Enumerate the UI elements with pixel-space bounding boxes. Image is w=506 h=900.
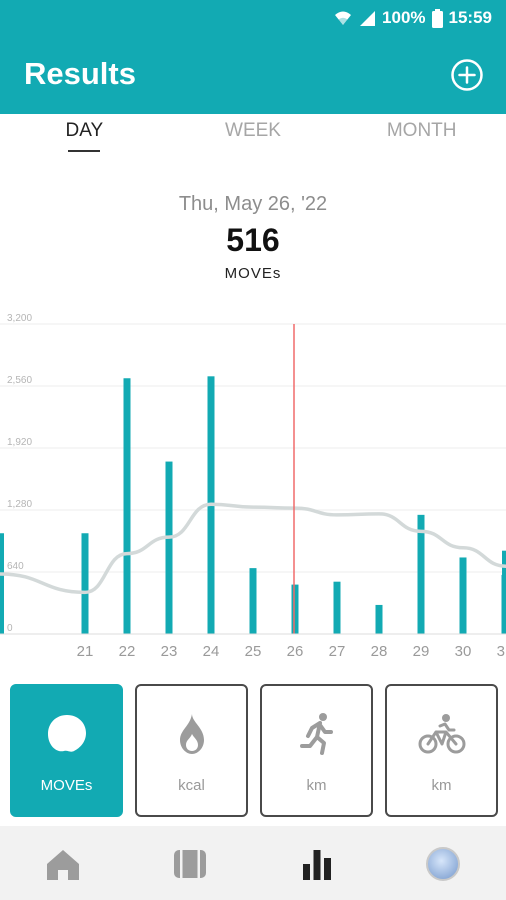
metric-card-cycling-km[interactable]: km (385, 684, 498, 817)
chart-bar (123, 378, 131, 634)
x-tick-label: 28 (371, 643, 388, 660)
signal-icon (360, 11, 376, 26)
wifi-icon (335, 11, 352, 25)
bottom-nav (0, 826, 506, 900)
battery-icon (431, 8, 443, 28)
page-title: Results (24, 56, 136, 91)
x-tick-label: 25 (245, 643, 262, 660)
chart-bar (459, 557, 467, 634)
app-bar: Results (0, 36, 506, 114)
tab-week[interactable]: WEEK (225, 120, 281, 141)
moves-bar-chart[interactable]: 3,200 2,560 1,920 1,280 640 0 21 22 23 24 25 26 27 28… (0, 308, 506, 668)
selected-value: 516 (226, 222, 280, 258)
metric-card-label: kcal (178, 777, 205, 794)
home-icon[interactable] (43, 844, 83, 884)
tab-day[interactable]: DAY (0, 114, 169, 160)
y-tick-label: 3,200 (7, 313, 32, 324)
chart-bar-edge-right (502, 550, 506, 634)
y-tick-label: 640 (7, 561, 24, 572)
profile-icon[interactable] (423, 844, 463, 884)
add-circle-icon[interactable] (450, 58, 484, 92)
metric-card-moves[interactable]: MOVEs (10, 684, 123, 817)
y-tick-label: 1,280 (7, 499, 32, 510)
y-tick-label: 2,560 (7, 375, 32, 386)
moves-icon (47, 715, 86, 752)
x-tick-label: 31 (497, 643, 506, 660)
metric-card-label: MOVEs (40, 777, 93, 794)
chart-bar (249, 568, 257, 634)
chart-bar-edge-left (0, 533, 4, 634)
metric-card-label: km (306, 777, 327, 794)
battery-percent: 100% (382, 8, 426, 27)
chart-bar (81, 533, 89, 634)
selected-date: Thu, May 26, '22 (178, 193, 328, 215)
y-tick-label: 1,920 (7, 437, 32, 448)
selected-unit: MOVEs (224, 265, 282, 282)
x-tick-label: 27 (329, 643, 346, 660)
chart-bar (165, 461, 173, 634)
chart-bar (291, 584, 299, 634)
chart-bar (333, 581, 341, 634)
metric-card-label: km (431, 777, 452, 794)
x-tick-label: 22 (119, 643, 136, 660)
metric-card-kcal[interactable]: kcal (135, 684, 248, 817)
chart-bar (375, 604, 383, 634)
x-tick-label: 30 (455, 643, 472, 660)
status-bar: 100% 15:59 (0, 0, 506, 36)
chart-bar (417, 514, 425, 634)
flame-icon (179, 714, 204, 754)
x-tick-label: 29 (413, 643, 430, 660)
clock: 15:59 (448, 8, 492, 27)
y-tick-label: 0 (7, 623, 13, 634)
cycling-icon (418, 714, 465, 754)
x-tick-label: 21 (77, 643, 94, 660)
device-icon[interactable] (170, 844, 210, 884)
trend-line (0, 502, 506, 595)
tab-month[interactable]: MONTH (386, 120, 457, 141)
period-tabs: DAY WEEK MONTH (0, 114, 506, 160)
bar-chart-icon[interactable] (297, 844, 337, 884)
x-tick-label: 24 (203, 643, 220, 660)
metric-card-running-km[interactable]: km (260, 684, 373, 817)
x-tick-label: 26 (287, 643, 304, 660)
metric-selector: MOVEs kcal km km (10, 684, 498, 818)
running-icon (299, 713, 333, 755)
x-tick-label: 23 (161, 643, 178, 660)
